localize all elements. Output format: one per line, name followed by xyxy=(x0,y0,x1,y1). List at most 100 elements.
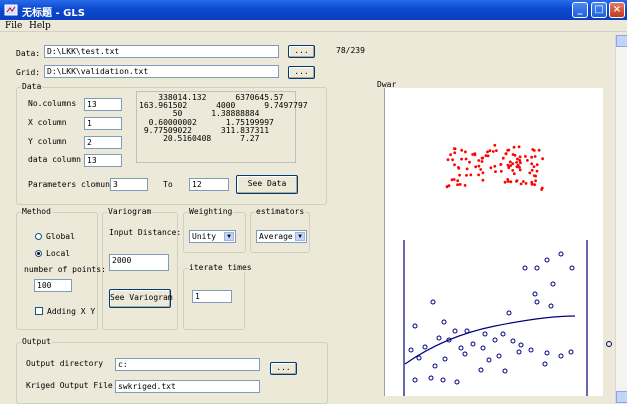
blue-point xyxy=(422,344,428,350)
red-point xyxy=(453,163,456,167)
close-button[interactable]: × xyxy=(609,2,625,18)
red-point xyxy=(511,169,515,172)
red-point xyxy=(495,149,498,152)
grid-browse-button[interactable]: ... xyxy=(288,66,315,79)
blue-point xyxy=(432,363,438,369)
red-point xyxy=(518,159,522,162)
method-group-title: Method xyxy=(21,207,52,216)
red-point xyxy=(519,161,522,165)
red-point xyxy=(518,168,522,172)
red-point xyxy=(533,183,536,187)
param-from-input[interactable]: 3 xyxy=(110,178,148,191)
see-variogram-button[interactable]: See Variogram xyxy=(109,289,173,308)
menu-bar: File Help xyxy=(0,20,627,32)
local-radio[interactable] xyxy=(35,250,42,257)
plot-canvas xyxy=(384,88,603,396)
red-point xyxy=(477,164,481,168)
local-radio-label: Local xyxy=(46,249,71,258)
red-point xyxy=(508,160,512,164)
scroll-down-button[interactable] xyxy=(616,391,627,403)
red-point xyxy=(491,150,495,153)
red-point xyxy=(507,166,511,170)
red-point xyxy=(486,154,490,158)
red-point xyxy=(474,165,478,169)
red-point xyxy=(504,152,508,156)
red-point xyxy=(519,182,523,186)
adding-xy-checkbox[interactable] xyxy=(35,307,43,315)
variogram-group-title: Variogram xyxy=(107,207,153,216)
blue-point xyxy=(544,257,550,263)
preview-line: 9.77509022 311.837311 xyxy=(139,126,270,135)
estimators-group-title: estimators xyxy=(255,207,306,216)
adding-xy-label: Adding X Y xyxy=(47,307,96,316)
variogram-group: Variogram xyxy=(102,207,178,330)
to-label: To xyxy=(163,180,173,189)
data-group: Data xyxy=(16,82,327,205)
iterate-times-input[interactable]: 1 xyxy=(192,290,232,303)
blue-point xyxy=(440,377,446,383)
data-browse-button[interactable]: ... xyxy=(288,45,315,58)
data-column-label: data column xyxy=(28,155,81,164)
output-directory-input[interactable]: c: xyxy=(115,358,260,371)
input-distance-input[interactable]: 2000 xyxy=(109,254,169,271)
blue-point xyxy=(480,345,486,351)
plot-title: Dwar xyxy=(377,80,397,89)
red-point xyxy=(526,159,529,162)
preview-line: 163.961502 4000 9.7497797 xyxy=(139,101,308,110)
blue-point xyxy=(430,299,436,305)
red-point xyxy=(473,153,477,157)
kriged-output-input[interactable]: swkriged.txt xyxy=(115,380,260,393)
y-column-input[interactable]: 2 xyxy=(84,136,122,149)
blue-point xyxy=(436,335,442,341)
global-radio[interactable] xyxy=(35,233,42,240)
blue-point xyxy=(510,338,516,344)
vertical-scrollbar[interactable] xyxy=(615,35,627,403)
red-point xyxy=(530,155,534,159)
weighting-select[interactable]: Unity ▼ xyxy=(189,230,236,243)
output-browse-button[interactable]: ... xyxy=(270,362,297,375)
x-column-input[interactable]: 1 xyxy=(84,117,122,130)
preview-line: 338014.132 6370645.57 xyxy=(139,93,284,102)
grid-file-input[interactable]: D:\LKK\validation.txt xyxy=(44,65,279,78)
variogram-curve xyxy=(404,315,576,365)
red-point xyxy=(521,180,525,183)
red-point xyxy=(509,180,513,184)
red-point xyxy=(465,167,469,171)
red-point xyxy=(477,159,481,162)
red-point xyxy=(528,171,532,175)
menu-file[interactable]: File xyxy=(5,21,23,31)
red-point xyxy=(503,180,507,184)
blue-point xyxy=(492,337,498,343)
no-columns-input[interactable]: 13 xyxy=(84,98,122,111)
red-point xyxy=(463,184,467,187)
blue-point xyxy=(412,377,418,383)
red-point xyxy=(535,163,539,167)
menu-help[interactable]: Help xyxy=(29,21,51,31)
blue-point xyxy=(544,350,550,356)
blue-point xyxy=(516,349,522,355)
plot-svg xyxy=(403,143,588,396)
red-point xyxy=(456,179,460,183)
red-point xyxy=(515,161,518,164)
data-file-input[interactable]: D:\LKK\test.txt xyxy=(44,45,279,58)
maximize-button[interactable]: □ xyxy=(591,2,607,18)
blue-point xyxy=(518,342,524,348)
blue-point xyxy=(522,265,528,271)
blue-point xyxy=(441,319,447,325)
estimators-select[interactable]: Average ▼ xyxy=(256,230,307,243)
red-point xyxy=(456,183,459,187)
blue-point xyxy=(502,368,508,374)
data-column-input[interactable]: 13 xyxy=(84,154,122,167)
blue-point xyxy=(496,353,502,359)
see-data-button[interactable]: See Data xyxy=(236,175,298,194)
red-point xyxy=(447,184,451,187)
red-point xyxy=(511,153,515,156)
param-to-input[interactable]: 12 xyxy=(189,178,229,191)
number-of-points-input[interactable]: 100 xyxy=(34,279,72,292)
minimize-button[interactable]: _ xyxy=(572,2,588,18)
red-point xyxy=(469,173,473,177)
scroll-up-button[interactable] xyxy=(616,35,627,47)
global-radio-label: Global xyxy=(46,232,75,241)
weighting-select-value: Unity xyxy=(192,232,217,241)
blue-point xyxy=(548,303,554,309)
